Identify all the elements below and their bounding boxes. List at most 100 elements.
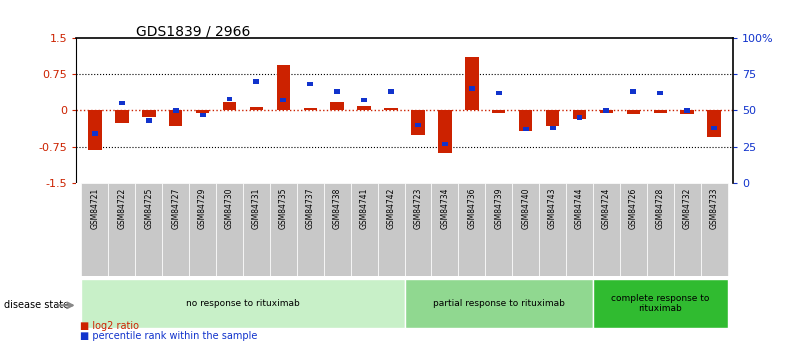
Bar	[539, 183, 566, 276]
Bar	[577, 116, 582, 120]
Bar	[432, 183, 458, 276]
Text: GSM84742: GSM84742	[387, 188, 396, 229]
Bar	[88, 110, 102, 150]
Bar	[308, 82, 313, 87]
Bar	[593, 183, 620, 276]
Bar	[600, 110, 613, 113]
Bar	[654, 110, 667, 113]
Bar	[199, 112, 206, 117]
Text: GSM84741: GSM84741	[360, 188, 368, 229]
Bar	[196, 110, 209, 113]
Bar	[243, 183, 270, 276]
Bar	[82, 183, 108, 276]
Bar	[146, 118, 151, 123]
Bar	[115, 110, 129, 124]
Bar	[334, 89, 340, 94]
Text: GSM84733: GSM84733	[710, 188, 718, 229]
Bar	[573, 110, 586, 119]
Bar	[711, 126, 717, 130]
Text: ■ percentile rank within the sample: ■ percentile rank within the sample	[80, 331, 257, 341]
Bar	[357, 106, 371, 110]
Text: complete response to
rituximab: complete response to rituximab	[611, 294, 710, 313]
Text: GDS1839 / 2966: GDS1839 / 2966	[136, 24, 251, 38]
Text: GSM84740: GSM84740	[521, 188, 530, 229]
Text: GSM84743: GSM84743	[548, 188, 557, 229]
Bar	[169, 110, 183, 126]
Bar	[512, 183, 539, 276]
Bar	[620, 183, 646, 276]
Text: GSM84723: GSM84723	[413, 188, 422, 229]
Text: no response to rituximab: no response to rituximab	[186, 299, 300, 308]
Bar	[545, 110, 559, 126]
Bar	[297, 183, 324, 276]
Bar	[680, 110, 694, 114]
Bar	[384, 108, 398, 110]
Text: disease state: disease state	[4, 300, 69, 310]
Bar	[442, 141, 448, 146]
Bar	[377, 183, 405, 276]
Text: GSM84736: GSM84736	[467, 188, 477, 229]
Bar	[674, 183, 701, 276]
Bar	[405, 183, 432, 276]
Text: GSM84730: GSM84730	[225, 188, 234, 229]
Bar	[142, 110, 155, 117]
Bar	[280, 98, 286, 102]
Bar	[405, 279, 593, 328]
Text: GSM84729: GSM84729	[198, 188, 207, 229]
Bar	[684, 108, 690, 112]
Bar	[626, 110, 640, 114]
Bar	[707, 110, 721, 137]
Text: GSM84744: GSM84744	[575, 188, 584, 229]
Bar	[223, 102, 236, 110]
Bar	[82, 279, 405, 328]
Bar	[304, 108, 317, 110]
Bar	[701, 183, 727, 276]
Bar	[465, 57, 478, 110]
Bar	[603, 108, 610, 112]
Bar	[630, 89, 636, 94]
Bar	[458, 183, 485, 276]
Text: GSM84725: GSM84725	[144, 188, 153, 229]
Bar	[658, 91, 663, 95]
Bar	[388, 89, 394, 94]
Bar	[163, 183, 189, 276]
Text: GSM84734: GSM84734	[441, 188, 449, 229]
Bar	[485, 183, 512, 276]
Bar	[173, 108, 179, 112]
Bar	[189, 183, 216, 276]
Bar	[492, 110, 505, 113]
Text: GSM84727: GSM84727	[171, 188, 180, 229]
Bar	[496, 91, 501, 95]
Bar	[566, 183, 593, 276]
Bar	[253, 79, 260, 83]
Text: GSM84735: GSM84735	[279, 188, 288, 229]
Bar	[92, 131, 98, 136]
Text: GSM84738: GSM84738	[332, 188, 342, 229]
Text: GSM84722: GSM84722	[118, 188, 127, 229]
Bar	[646, 183, 674, 276]
Text: GSM84731: GSM84731	[252, 188, 261, 229]
Bar	[351, 183, 377, 276]
Bar	[108, 183, 135, 276]
Bar	[361, 98, 367, 102]
Bar	[411, 110, 425, 135]
Text: GSM84737: GSM84737	[306, 188, 315, 229]
Text: GSM84728: GSM84728	[656, 188, 665, 229]
Bar	[415, 123, 421, 127]
Bar	[549, 126, 556, 130]
Bar	[324, 183, 351, 276]
Text: partial response to rituximab: partial response to rituximab	[433, 299, 565, 308]
Bar	[216, 183, 243, 276]
Text: GSM84726: GSM84726	[629, 188, 638, 229]
Bar	[523, 127, 529, 131]
Bar	[270, 183, 297, 276]
Bar	[469, 87, 475, 91]
Text: GSM84739: GSM84739	[494, 188, 503, 229]
Text: GSM84721: GSM84721	[91, 188, 99, 229]
Bar	[276, 65, 290, 110]
Text: GSM84732: GSM84732	[682, 188, 691, 229]
Bar	[250, 107, 264, 110]
Bar	[438, 110, 452, 153]
Bar	[593, 279, 727, 328]
Bar	[135, 183, 163, 276]
